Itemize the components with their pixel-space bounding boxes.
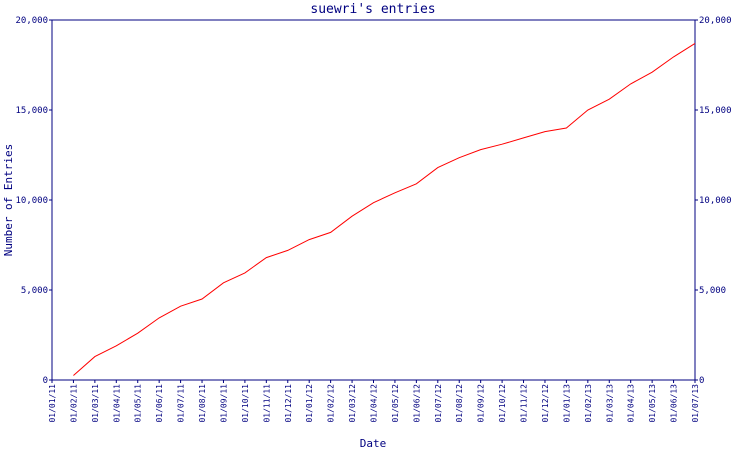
y2-tick-label: 5,000 [699, 286, 726, 296]
x-tick-label: 01/04/11 [112, 384, 121, 423]
x-tick-label: 01/08/12 [455, 384, 464, 423]
x-axis-label: Date [360, 437, 387, 450]
x-tick-label: 01/03/12 [348, 384, 357, 423]
x-tick-label: 01/09/11 [219, 384, 228, 423]
y-tick-label: 5,000 [21, 286, 48, 296]
x-tick-label: 01/12/12 [541, 384, 550, 423]
x-tick-label: 01/08/11 [198, 384, 207, 423]
y2-tick-label: 15,000 [699, 106, 732, 116]
x-tick-label: 01/05/11 [134, 384, 143, 423]
x-tick-label: 01/06/11 [155, 384, 164, 423]
x-tick-label: 01/06/13 [670, 384, 679, 423]
x-tick-label: 01/10/12 [498, 384, 507, 423]
x-tick-label: 01/12/11 [284, 384, 293, 423]
x-tick-label: 01/06/12 [412, 384, 421, 423]
x-tick-label: 01/07/11 [177, 384, 186, 423]
y-tick-label: 20,000 [15, 16, 48, 26]
x-tick-label: 01/04/13 [627, 384, 636, 423]
y-tick-label: 15,000 [15, 106, 48, 116]
x-tick-label: 01/03/11 [91, 384, 100, 423]
x-tick-label: 01/11/11 [262, 384, 271, 423]
x-tick-label: 01/02/13 [584, 384, 593, 423]
x-tick-label: 01/02/11 [69, 384, 78, 423]
x-tick-label: 01/01/13 [562, 384, 571, 423]
x-tick-label: 01/01/11 [48, 384, 57, 423]
y2-tick-label: 10,000 [699, 196, 732, 206]
x-tick-label: 01/11/12 [520, 384, 529, 423]
x-tick-label: 01/09/12 [477, 384, 486, 423]
x-tick-label: 01/07/13 [691, 384, 700, 423]
x-tick-label: 01/07/12 [434, 384, 443, 423]
x-tick-label: 01/03/13 [605, 384, 614, 423]
x-tick-label: 01/05/13 [648, 384, 657, 423]
y-tick-label: 0 [43, 376, 48, 386]
y-axis-label: Number of Entries [2, 144, 15, 257]
chart-title: suewri's entries [310, 2, 435, 17]
line-series [73, 42, 696, 376]
y2-tick-label: 20,000 [699, 16, 732, 26]
y2-tick-label: 0 [699, 376, 704, 386]
x-tick-label: 01/02/12 [327, 384, 336, 423]
x-tick-label: 01/05/12 [391, 384, 400, 423]
y-tick-label: 10,000 [15, 196, 48, 206]
x-tick-label: 01/10/11 [241, 384, 250, 423]
x-tick-label: 01/04/12 [370, 384, 379, 423]
x-tick-label: 01/01/12 [305, 384, 314, 423]
